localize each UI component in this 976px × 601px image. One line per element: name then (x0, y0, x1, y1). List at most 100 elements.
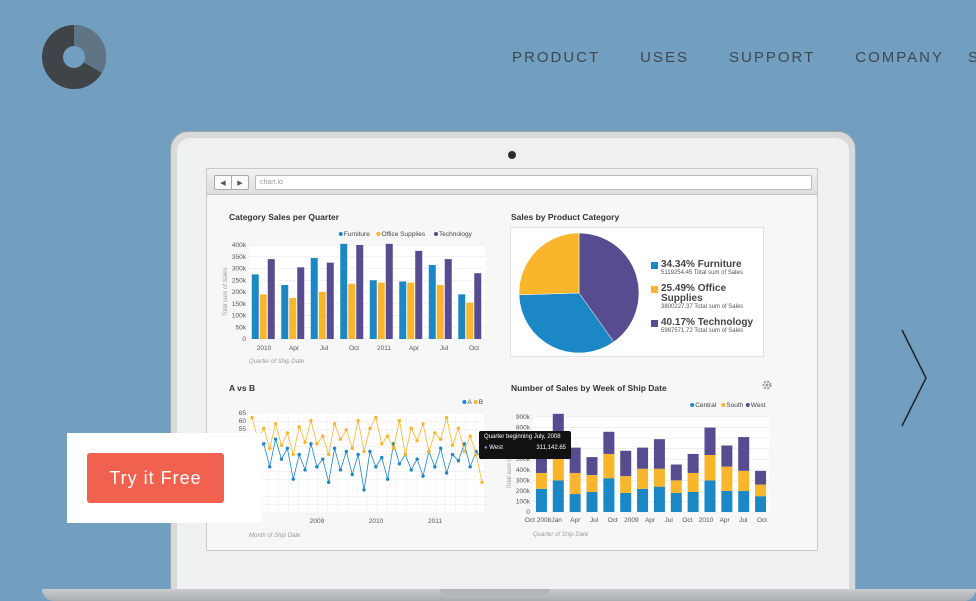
bar-office-supplies (259, 294, 267, 339)
x-tick-label: 2011 (428, 518, 442, 525)
pie-sub-furniture: 5119254.45 Total sum of Sales (661, 270, 743, 276)
stack-west (637, 447, 649, 469)
stack-south (687, 472, 699, 492)
stack-south (653, 468, 665, 487)
point-a (332, 446, 337, 451)
legend-label: Furniture (344, 231, 370, 238)
x-tick-label: 2009 (310, 518, 325, 525)
stack-west (620, 450, 632, 477)
stack-central (670, 493, 682, 512)
stack-south (552, 452, 564, 481)
chartio-logo[interactable] (42, 25, 106, 89)
x-tick-label: Jan (551, 517, 562, 524)
point-b (421, 422, 425, 426)
point-b (397, 418, 402, 423)
point-a (409, 468, 413, 472)
browser-toolbar: ◀ ▶ chart.io (207, 169, 817, 195)
point-a (421, 474, 425, 478)
laptop-base (42, 589, 976, 601)
x-tick-label: 2010 (257, 345, 272, 352)
forward-button[interactable]: ▶ (231, 176, 248, 189)
point-a (344, 449, 349, 454)
sales-by-category-pie (518, 232, 640, 354)
x-tick-label: Jul (590, 517, 599, 524)
nav-uses[interactable]: USES (640, 49, 690, 66)
point-a (362, 488, 366, 492)
stack-south (637, 468, 649, 489)
bar-technology (356, 245, 364, 339)
bar-office-supplies (348, 283, 356, 339)
legend-dot-office (651, 286, 658, 293)
nav-company[interactable]: COMPANY (855, 49, 945, 66)
bar-office-supplies (289, 297, 297, 339)
chart-title-sales-by-week: Number of Sales by Week of Ship Date (511, 383, 667, 393)
point-b (338, 437, 343, 441)
gear-icon[interactable] (761, 379, 773, 391)
bar-furniture (428, 264, 436, 339)
x-tick-label: 2009 (624, 517, 639, 524)
point-b (468, 434, 472, 438)
tooltip-series-name: West (489, 445, 503, 451)
stack-west (704, 427, 716, 455)
point-b (321, 434, 325, 438)
point-b (433, 431, 437, 435)
pie-slice-furniture (518, 292, 615, 354)
point-b (291, 452, 295, 457)
point-b (315, 442, 319, 446)
x-tick-label: Apr (720, 517, 731, 524)
x-tick-label: Apr (645, 517, 656, 524)
point-a (285, 446, 290, 451)
point-a (397, 462, 402, 466)
next-slide-arrow-icon[interactable] (900, 328, 930, 428)
bar-furniture (340, 243, 348, 339)
legend-label: Office Supplies (382, 231, 426, 238)
nav-item-clipped[interactable]: S (968, 49, 976, 66)
nav-support[interactable]: SUPPORT (729, 49, 816, 66)
bar-technology (474, 273, 482, 339)
bar-technology (415, 250, 423, 339)
stack-west (653, 439, 665, 469)
legend-label: A (467, 399, 472, 406)
point-b (427, 449, 431, 454)
stack-west (721, 445, 733, 467)
point-b (380, 442, 384, 446)
y-axis-label: Total sum of Sales (223, 267, 229, 316)
point-b (326, 452, 331, 457)
legend-label: West (751, 402, 766, 409)
series-line-a (251, 435, 483, 490)
point-a (273, 437, 278, 441)
point-b (332, 422, 337, 426)
y-tick-label: 500k (516, 456, 531, 463)
point-b (285, 431, 290, 435)
point-b (267, 446, 272, 451)
nav-product[interactable]: PRODUCT (512, 49, 601, 66)
bar-office-supplies (466, 302, 474, 339)
bar-office-supplies (377, 282, 385, 339)
url-bar[interactable]: chart.io (255, 175, 812, 190)
point-a (385, 477, 390, 481)
stack-central (704, 480, 716, 512)
stack-west (603, 431, 615, 454)
chart-title-a-vs-b: A vs B (229, 383, 256, 393)
x-tick-label: Jul (440, 345, 449, 352)
bar-furniture (310, 257, 318, 339)
legend-label: Technology (439, 231, 473, 238)
legend-dot (338, 232, 343, 236)
point-a (321, 457, 325, 461)
back-button[interactable]: ◀ (220, 179, 226, 187)
stack-south (755, 484, 767, 497)
x-tick-label: 2010 (699, 517, 714, 524)
x-axis-label: Quarter of Ship Date (249, 359, 305, 365)
dashboard-screen: ◀ ▶ chart.io Category Sales per Quarter … (206, 168, 818, 551)
x-tick-label: Apr (570, 517, 581, 524)
category-sales-chart: 400k 350k 300k 250k 200k 150k 100k 50k 0 Total su… (223, 231, 485, 365)
stack-central (552, 480, 564, 512)
point-b (297, 425, 301, 429)
try-it-free-button[interactable]: Try it Free (87, 453, 224, 503)
point-b (262, 426, 266, 431)
pie-chart-card: 34.34% Furniture 5119254.45 Total sum of… (510, 227, 764, 357)
y-axis-label: Total sum of Sales (507, 440, 513, 489)
point-a (267, 465, 272, 469)
point-b (362, 449, 366, 454)
bar-furniture (281, 284, 289, 339)
